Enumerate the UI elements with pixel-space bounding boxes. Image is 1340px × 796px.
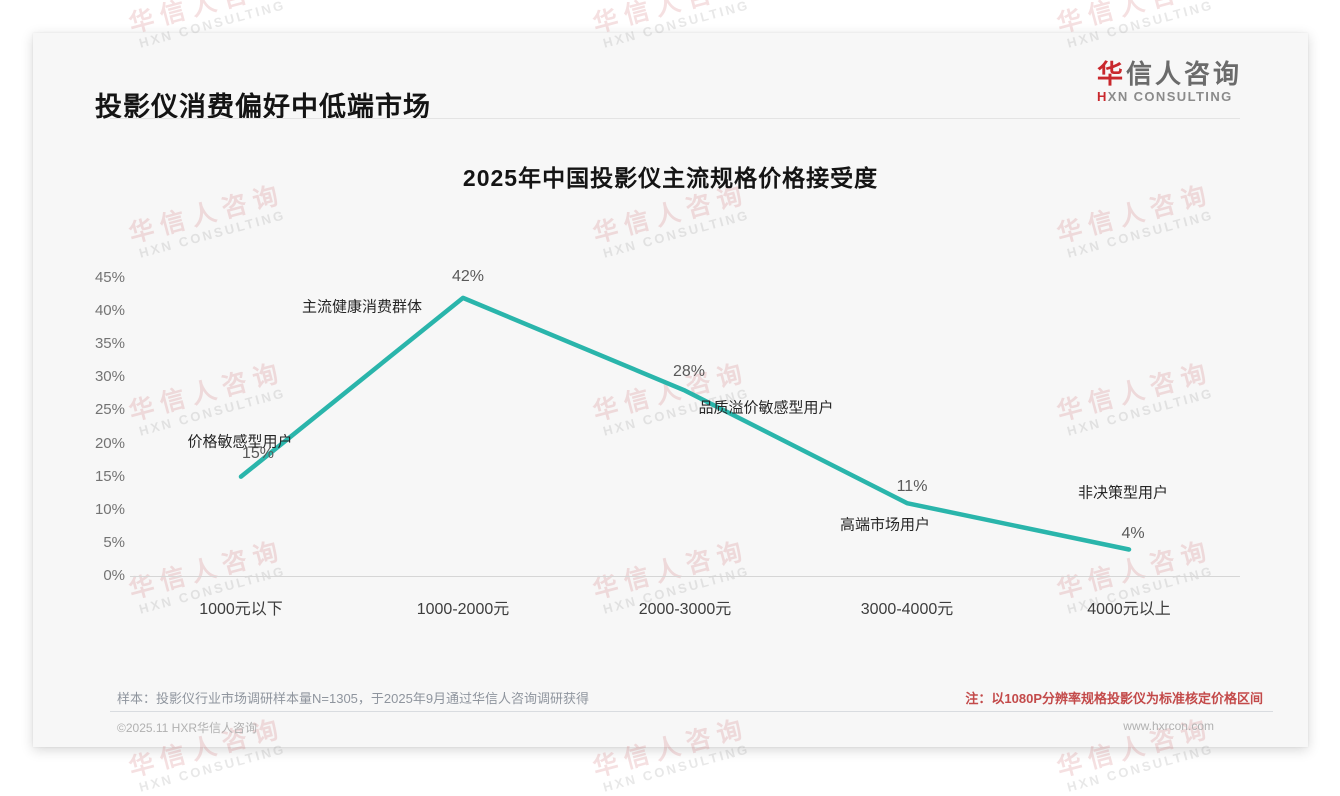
y-axis-tick-label: 30% bbox=[94, 368, 125, 386]
brand-logo-en-rest: XN CONSULTING bbox=[1107, 89, 1233, 104]
brand-logo-english: HXN CONSULTING bbox=[1097, 89, 1242, 105]
annotation-label: 主流健康消费群体 bbox=[301, 298, 423, 316]
x-axis-line bbox=[130, 576, 1240, 577]
slide-card-background bbox=[33, 33, 1308, 747]
y-axis-tick-label: 35% bbox=[94, 335, 125, 353]
y-axis-tick-label: 0% bbox=[103, 567, 125, 584]
y-axis-tick-label: 15% bbox=[94, 467, 125, 485]
annotation-label: 非决策型用户 bbox=[1077, 484, 1169, 501]
page-title: 投影仪消费偏好中低端市场 bbox=[95, 92, 431, 123]
y-axis-tick-label: 10% bbox=[94, 500, 125, 518]
data-point-value-label: 42% bbox=[451, 267, 485, 285]
website-url: www.hxrcon.com bbox=[1123, 719, 1214, 733]
sample-footnote: 样本：投影仪行业市场调研样本量N=1305，于2025年9月通过华信人咨询调研获… bbox=[117, 691, 590, 706]
data-point-value-label: 11% bbox=[896, 478, 928, 496]
brand-logo-chinese: 华信人咨询 bbox=[1097, 59, 1242, 89]
copyright-text: ©2025.11 HXR华信人咨询 bbox=[117, 721, 257, 735]
x-axis-tick-label: 3000-4000元 bbox=[860, 601, 954, 618]
y-axis-tick-label: 25% bbox=[94, 401, 125, 419]
chart-title: 2025年中国投影仪主流规格价格接受度 bbox=[462, 165, 879, 191]
trend-line bbox=[238, 295, 1132, 552]
brand-logo: 华信人咨询 HXN CONSULTING bbox=[1097, 59, 1242, 105]
data-point-value-label: 15% bbox=[241, 444, 275, 462]
footer-divider bbox=[110, 711, 1273, 712]
annotation-label: 高端市场用户 bbox=[839, 516, 931, 534]
line-chart: 45% 40% 35% 30% 25% 20% 15% 10% 5% 0% 1000元以下 1000-… bbox=[33, 33, 1308, 747]
data-point-value-label: 4% bbox=[1121, 524, 1145, 542]
x-axis-tick-label: 1000元以下 bbox=[199, 601, 283, 618]
y-axis-tick-label: 20% bbox=[94, 434, 125, 452]
x-axis-tick-label: 1000-2000元 bbox=[416, 601, 510, 618]
x-axis-tick-label: 4000元以上 bbox=[1087, 601, 1171, 618]
price-basis-note: 注：以1080P分辨率规格投影仪为标准核定价格区间 bbox=[965, 691, 1263, 706]
trend-line-svg bbox=[238, 295, 1132, 552]
slide-card: 投影仪消费偏好中低端市场 华信人咨询 HXN CONSULTING 2025年中… bbox=[33, 33, 1308, 747]
y-axis-tick-label: 5% bbox=[103, 533, 125, 551]
brand-logo-cn-rest: 信人咨询 bbox=[1125, 59, 1242, 89]
brand-logo-en-accent: H bbox=[1096, 89, 1108, 104]
x-axis-tick-label: 2000-3000元 bbox=[638, 601, 732, 618]
y-axis-tick-label: 40% bbox=[94, 302, 125, 320]
brand-logo-cn-accent: 华 bbox=[1096, 59, 1126, 89]
y-axis-tick-label: 45% bbox=[94, 269, 125, 286]
annotation-label: 价格敏感型用户 bbox=[187, 433, 293, 451]
annotation-label: 品质溢价敏感型用户 bbox=[698, 399, 834, 417]
header-divider bbox=[110, 118, 1240, 119]
data-point-value-label: 28% bbox=[672, 362, 706, 380]
